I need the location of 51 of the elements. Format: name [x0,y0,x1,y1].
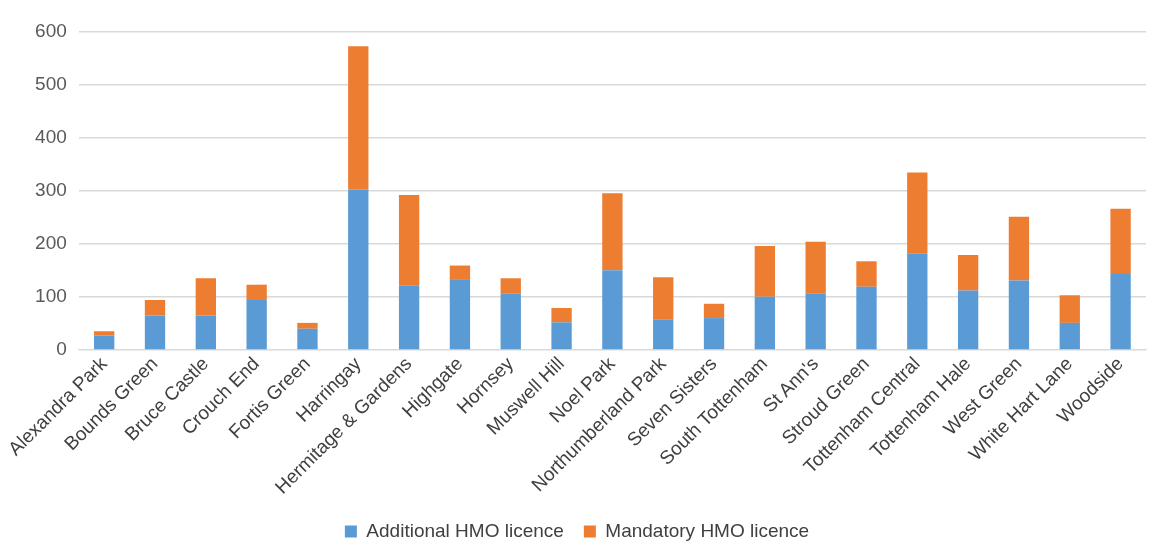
legend-label: Mandatory HMO licence [605,519,810,541]
bar [1110,274,1131,350]
bar [500,278,521,294]
bar [144,300,166,316]
bar [653,319,674,350]
bar [1008,216,1030,281]
bar [246,284,267,301]
bar [500,293,521,350]
bar [1059,322,1080,350]
bar [246,300,267,350]
bar [449,265,471,280]
bar [856,261,877,287]
bar [144,315,166,350]
bar [907,172,928,254]
bar [94,335,115,350]
y-tick-label: 100 [35,285,67,307]
bar [398,194,420,286]
bar [94,331,115,336]
bar [297,328,318,350]
y-tick-label: 300 [35,178,67,200]
bar [957,254,979,291]
y-tick-label: 200 [35,232,67,253]
bar [907,253,928,350]
bar [957,290,979,350]
bar [754,296,776,350]
bar [348,46,369,190]
bar [195,278,216,316]
bar [348,189,369,350]
bar [449,279,471,350]
y-tick-label: 600 [35,19,67,41]
legend-label: Additional HMO licence [366,519,564,541]
bar [297,322,318,329]
y-tick-label: 400 [35,125,67,147]
bar [1008,280,1030,350]
bar [602,270,623,350]
bar [1110,208,1131,275]
bar [551,322,572,350]
y-tick-label: 500 [35,72,67,94]
bar [703,303,725,319]
bar [703,318,725,350]
bar [805,293,826,350]
bar [551,308,572,323]
bar [805,241,826,294]
bar [1059,295,1080,323]
bar [195,315,216,350]
bar [754,245,776,297]
bar [856,286,877,350]
y-tick-label: 0 [56,338,67,360]
bar [398,285,420,350]
bar [602,193,623,271]
bar [653,277,674,320]
